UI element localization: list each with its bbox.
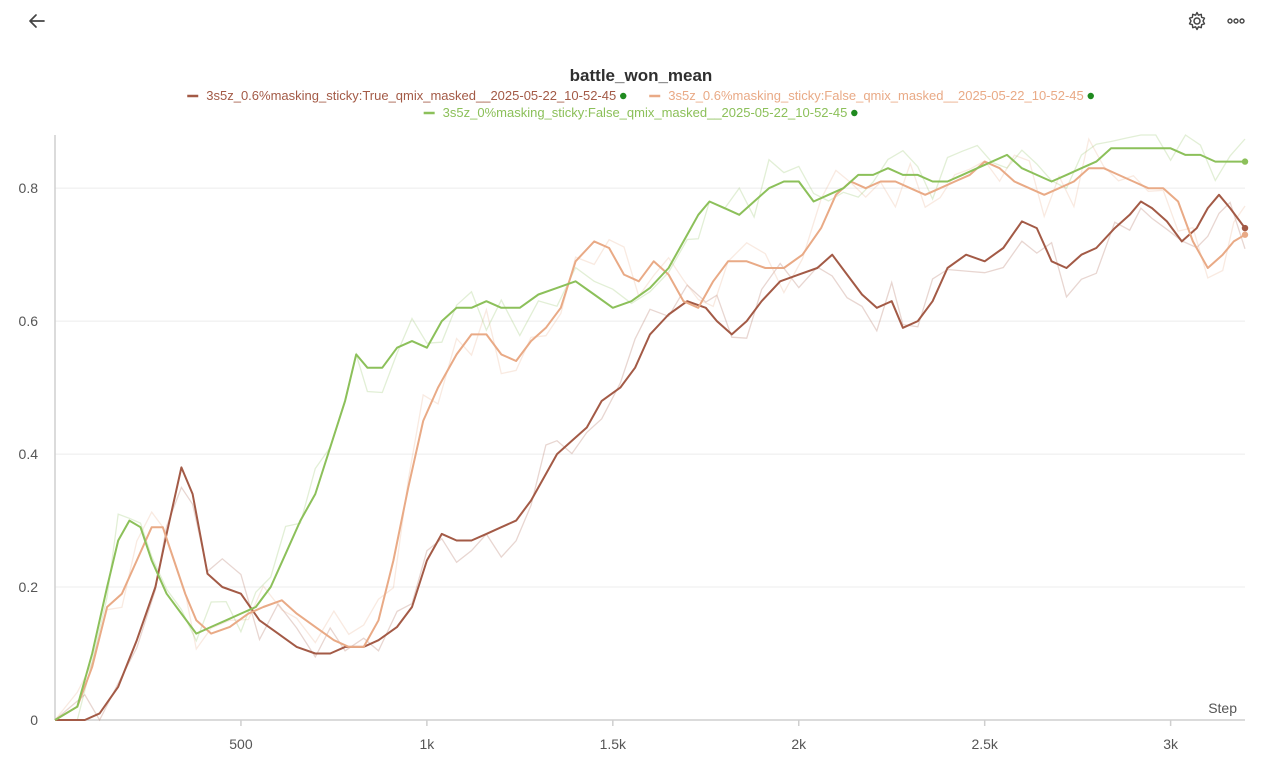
run-status-dot <box>851 109 858 117</box>
x-axis-label: Step <box>1208 700 1237 716</box>
x-tick-label: 1k <box>419 736 435 752</box>
x-tick-label: 500 <box>229 736 253 752</box>
chart-series <box>54 134 1249 722</box>
chart-grid <box>55 187 1245 588</box>
y-tick-label: 0.8 <box>19 180 39 196</box>
series-raw-line <box>54 137 1246 721</box>
y-tick-label: 0.6 <box>19 313 39 329</box>
gear-icon[interactable] <box>1182 6 1212 36</box>
x-tick-label: 2.5k <box>971 736 998 752</box>
series-line[interactable] <box>55 193 1246 721</box>
series-raw-line <box>55 134 1246 721</box>
legend-label: 3s5z_0.6%masking_sticky:False_qmix_maske… <box>668 88 1084 103</box>
chart-axes: 0 0.2 0.4 0.6 0.8 500 1k 1.5k 2k 2.5k 3k <box>19 135 1245 752</box>
series-end-point <box>1241 224 1249 232</box>
legend-item[interactable]: 3s5z_0.6%masking_sticky:True_qmix_masked… <box>187 88 627 103</box>
run-status-dot <box>620 92 627 100</box>
chart-panel-header <box>0 0 1280 44</box>
more-horizontal-icon[interactable] <box>1221 6 1251 36</box>
series-raw-line <box>54 201 1246 722</box>
legend-label: 3s5z_0%masking_sticky:False_qmix_masked_… <box>443 105 848 120</box>
y-tick-label: 0.2 <box>19 579 39 595</box>
chart-title: battle_won_mean <box>570 66 713 85</box>
series-end-point <box>1241 231 1249 238</box>
arrow-left-icon[interactable] <box>22 6 52 36</box>
chart-legend: 3s5z_0.6%masking_sticky:True_qmix_masked… <box>187 88 1094 120</box>
legend-item[interactable]: 3s5z_0%masking_sticky:False_qmix_masked_… <box>423 105 858 120</box>
x-tick-label: 1.5k <box>600 736 627 752</box>
legend-item[interactable]: 3s5z_0.6%masking_sticky:False_qmix_maske… <box>649 88 1094 103</box>
series-end-point <box>1241 158 1249 165</box>
series-line[interactable] <box>54 147 1245 721</box>
x-tick-label: 3k <box>1163 736 1179 752</box>
y-tick-label: 0 <box>30 712 38 728</box>
y-tick-label: 0.4 <box>19 446 39 462</box>
x-tick-label: 2k <box>791 736 807 752</box>
series-line[interactable] <box>54 160 1246 721</box>
run-status-dot <box>1087 92 1094 100</box>
legend-label: 3s5z_0.6%masking_sticky:True_qmix_masked… <box>206 88 616 103</box>
